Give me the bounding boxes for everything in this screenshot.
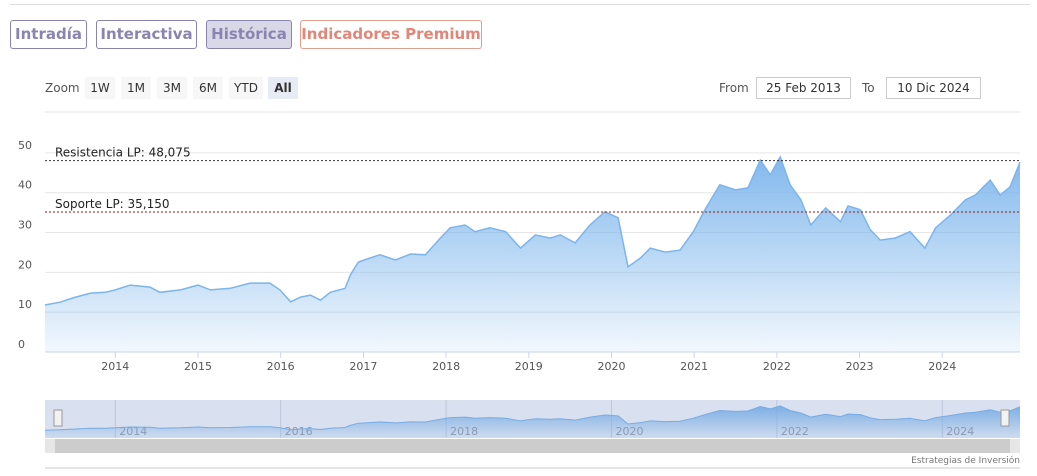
zoom-label: Zoom — [45, 81, 80, 95]
x-tick-label: 2024 — [928, 360, 956, 373]
x-tick-label: 2023 — [846, 360, 874, 373]
y-tick-label: 0 — [18, 338, 25, 351]
x-tick-label: 2014 — [101, 360, 129, 373]
to-input[interactable]: 10 Dic 2024 — [886, 77, 981, 99]
series-area — [45, 156, 1020, 352]
zoom-button[interactable]: 3M — [157, 77, 187, 99]
y-tick-label: 10 — [18, 298, 32, 311]
from-label: From — [719, 81, 749, 95]
y-tick-label: 30 — [18, 219, 32, 232]
reference-label: Soporte LP: 35,150 — [55, 197, 170, 211]
to-label: To — [862, 81, 875, 95]
x-tick-label: 2018 — [432, 360, 460, 373]
navigator-mask — [45, 400, 1020, 438]
x-tick-label: 2021 — [680, 360, 708, 373]
tab[interactable]: Intradía — [10, 20, 87, 49]
zoom-button[interactable]: 1M — [121, 77, 151, 99]
tab-premium[interactable]: Indicadores Premium — [300, 20, 482, 49]
reference-label: Resistencia LP: 48,075 — [55, 146, 191, 160]
navigator-handle[interactable] — [1000, 409, 1010, 427]
navigator-handle[interactable] — [53, 409, 63, 427]
scrollbar-arrow[interactable] — [1010, 439, 1020, 453]
top-rule — [10, 4, 1030, 5]
footer-credit: Estrategias de Inversión — [911, 455, 1020, 466]
x-tick-label: 2015 — [184, 360, 212, 373]
x-tick-label: 2017 — [349, 360, 377, 373]
from-input[interactable]: 25 Feb 2013 — [756, 77, 851, 99]
tab[interactable]: Interactiva — [96, 20, 197, 49]
scrollbar-thumb[interactable] — [55, 439, 1010, 453]
x-tick-label: 2022 — [763, 360, 791, 373]
y-tick-label: 20 — [18, 258, 32, 271]
zoom-button[interactable]: 6M — [193, 77, 223, 99]
zoom-button[interactable]: YTD — [229, 77, 263, 99]
scrollbar-arrow[interactable] — [45, 439, 55, 453]
x-tick-label: 2020 — [597, 360, 625, 373]
navigator-line — [44, 405, 1021, 431]
tab-active[interactable]: Histórica — [206, 20, 292, 49]
zoom-button-active[interactable]: All — [268, 77, 298, 99]
zoom-button[interactable]: 1W — [85, 77, 115, 99]
x-tick-label: 2016 — [267, 360, 295, 373]
y-tick-label: 50 — [18, 139, 32, 152]
navigator-area — [45, 405, 1020, 438]
x-tick-label: 2019 — [515, 360, 543, 373]
series-line — [44, 155, 1021, 306]
y-tick-label: 40 — [18, 179, 32, 192]
